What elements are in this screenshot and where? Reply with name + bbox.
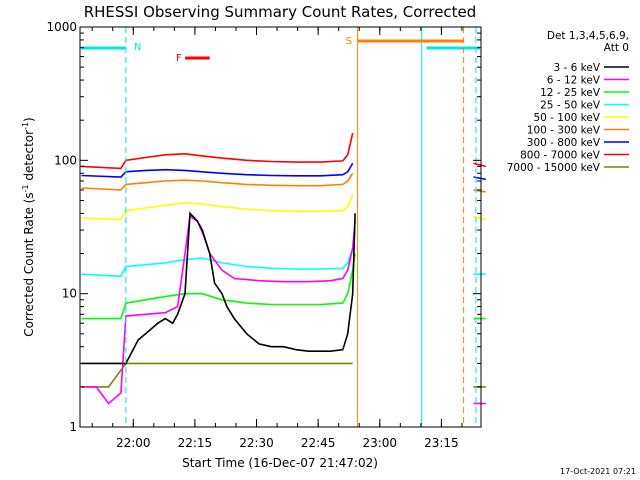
series-line bbox=[81, 215, 356, 405]
legend-label: 100 - 300 keV bbox=[527, 125, 601, 137]
y-axis-label-sup: -1 bbox=[21, 122, 30, 130]
y-axis-label-part: detector bbox=[22, 130, 36, 185]
series-line bbox=[81, 162, 354, 178]
legend-label: 7000 - 15000 keV bbox=[507, 162, 601, 174]
series-layer bbox=[81, 132, 486, 405]
chart-title: RHESSI Observing Summary Count Rates, Co… bbox=[84, 3, 477, 21]
flag-label: F bbox=[176, 53, 182, 64]
legend-label: 800 - 7000 keV bbox=[520, 150, 601, 162]
y-axis-label-part: Corrected Count Rate (s bbox=[22, 192, 36, 336]
legend-label: 300 - 800 keV bbox=[527, 137, 601, 149]
x-tick-label: 23:00 bbox=[362, 436, 397, 450]
series-line bbox=[81, 229, 356, 278]
legend-header-line2: Att 0 bbox=[604, 42, 629, 54]
legend-label: 12 - 25 keV bbox=[540, 87, 601, 99]
y-axis: 1 10 100 1000 bbox=[46, 20, 481, 434]
plot-frame bbox=[79, 26, 482, 428]
x-tick-label: 22:15 bbox=[178, 436, 213, 450]
flag-label: N bbox=[134, 42, 141, 53]
series-line bbox=[81, 211, 356, 365]
y-tick-label: 10 bbox=[62, 287, 77, 301]
series-line bbox=[81, 253, 356, 320]
x-tick-label: 23:15 bbox=[424, 436, 459, 450]
y-axis-label-part: ) bbox=[22, 117, 36, 122]
y-tick-label: 100 bbox=[54, 153, 77, 167]
series-line bbox=[81, 132, 354, 170]
series-line bbox=[473, 162, 486, 168]
x-axis: 22:00 22:15 22:30 22:45 23:00 23:15 bbox=[91, 27, 463, 450]
legend-header-line1: Det 1,3,4,5,6,9, bbox=[547, 30, 629, 42]
legend-label: 50 - 100 keV bbox=[533, 112, 600, 124]
y-tick-label: 1000 bbox=[46, 20, 77, 34]
x-tick-label: 22:30 bbox=[239, 436, 274, 450]
y-axis-label: Corrected Count Rate (s-1 detector-1) bbox=[21, 117, 36, 336]
y-tick-label: 1 bbox=[69, 420, 77, 434]
y-axis-label-sup: -1 bbox=[21, 184, 30, 192]
series-line bbox=[81, 172, 354, 191]
legend-label: 3 - 6 keV bbox=[553, 62, 600, 74]
flag-label: S bbox=[346, 36, 352, 47]
series-line bbox=[473, 176, 486, 181]
series-line bbox=[81, 194, 354, 221]
x-tick-label: 22:45 bbox=[301, 436, 336, 450]
series-line bbox=[473, 215, 486, 221]
x-tick-label: 22:00 bbox=[116, 436, 151, 450]
legend-label: 6 - 12 keV bbox=[547, 75, 601, 87]
x-axis-label: Start Time (16-Dec-07 21:47:02) bbox=[182, 456, 378, 470]
footer-date: 17-Oct-2021 07:21 bbox=[560, 467, 636, 476]
legend-label: 25 - 50 keV bbox=[540, 100, 601, 112]
overlay-layer: N F S bbox=[81, 27, 480, 427]
